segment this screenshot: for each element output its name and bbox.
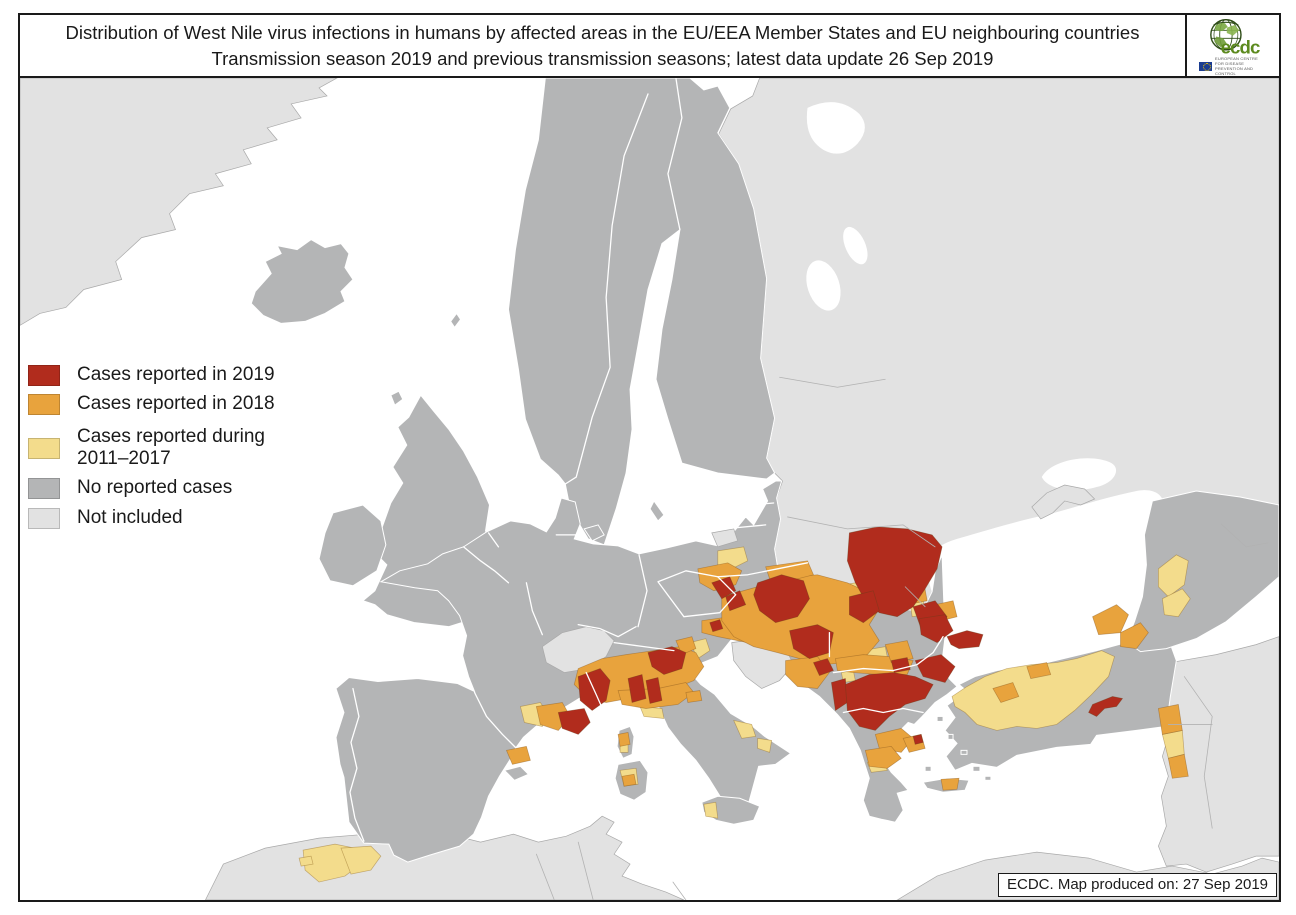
non-included-borders: [535, 376, 1269, 900]
legend-swatch-cases-2018: [28, 393, 60, 415]
legend-label-not-included: Not included: [77, 507, 183, 528]
map-title-bar: Distribution of West Nile virus infectio…: [18, 13, 1187, 78]
black-sea: [926, 490, 1164, 634]
sea-of-azov: [1041, 458, 1117, 491]
ecdc-logo-text-svg: ecdc: [1221, 36, 1260, 56]
lake-onega: [843, 226, 868, 265]
gotland: [649, 500, 665, 522]
fennoscandia: [507, 78, 776, 546]
legend-label-no-cases: No reported cases: [77, 477, 233, 498]
white-sea: [806, 102, 865, 154]
legend-item-no-cases: No reported cases: [28, 477, 277, 499]
ecdc-tagline: EUROPEAN CENTRE FOR DISEASE PREVENTION A…: [1215, 56, 1259, 76]
legend-item-cases-2018: Cases reported in 2018: [28, 393, 277, 415]
legend-item-cases-2019: Cases reported in 2019: [28, 364, 277, 386]
aegean-islands: [924, 715, 992, 781]
inland-seas: [806, 102, 1279, 695]
attribution-note: ECDC. Map produced on: 27 Sep 2019: [998, 873, 1277, 897]
legend-label-cases-2011-2017: Cases reported during 2011–2017: [77, 426, 265, 469]
europe-map: [20, 78, 1279, 900]
title-line-2: Transmission season 2019 and previous tr…: [211, 47, 994, 69]
ireland: [318, 504, 387, 587]
zealand: [583, 524, 605, 542]
map-container: Cases reported in 2019 Cases reported in…: [18, 76, 1281, 902]
eu-flag-icon: [1199, 61, 1212, 71]
legend-swatch-no-cases: [28, 477, 60, 499]
legend-swatch-cases-2011-2017: [28, 437, 60, 459]
ecdc-globe-icon: ecdc: [1210, 18, 1261, 56]
title-line-1: Distribution of West Nile virus infectio…: [65, 21, 1140, 43]
country-borders: [349, 78, 944, 842]
faroe-islands: [390, 390, 404, 406]
ecdc-logo-box: ecdc EUROPEAN CENTRE FOR DISEASE PREVENT…: [1185, 13, 1281, 78]
greenland: [20, 78, 338, 326]
legend-swatch-cases-2019: [28, 364, 60, 386]
legend-label-cases-2019: Cases reported in 2019: [77, 364, 275, 385]
legend-swatch-not-included: [28, 507, 60, 529]
kaliningrad: [711, 528, 739, 548]
legend-item-not-included: Not included: [28, 507, 277, 529]
mallorca: [503, 765, 530, 781]
lake-ladoga: [806, 260, 841, 311]
legend-item-cases-2011-2017: Cases reported during 2011–2017: [28, 426, 277, 470]
crimea: [1031, 484, 1096, 520]
legend-label-cases-2018: Cases reported in 2018: [77, 393, 275, 414]
iceland: [250, 239, 354, 324]
shetland: [450, 312, 462, 329]
